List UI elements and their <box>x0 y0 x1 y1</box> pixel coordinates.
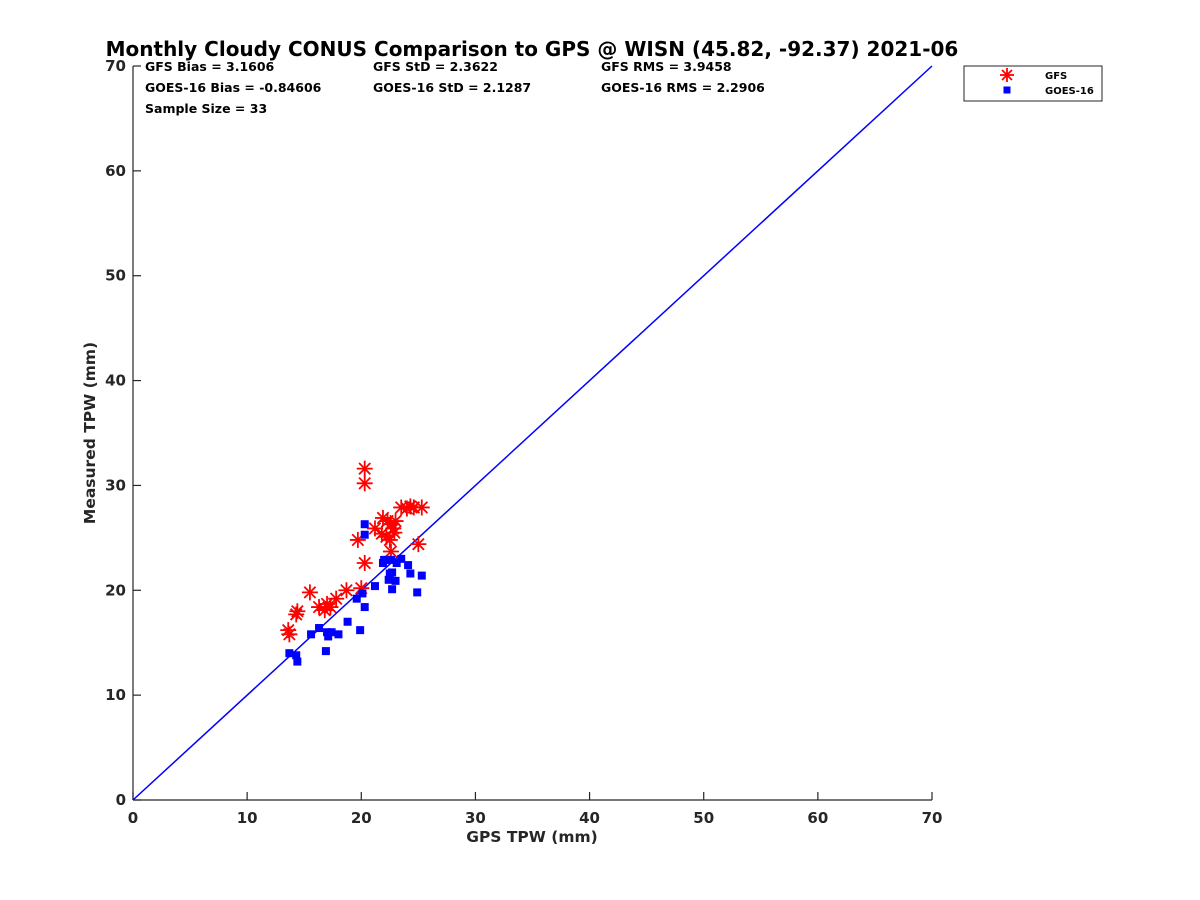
gfs-point <box>322 599 339 616</box>
gfs-std-text: GFS StD = 2.3622 <box>373 59 498 74</box>
legend-box <box>963 65 1103 102</box>
y-tick-label: 0 <box>116 791 126 809</box>
goes16-point <box>406 569 415 578</box>
x-tick-label: 10 <box>237 809 258 827</box>
goes16-point <box>370 582 379 591</box>
gfs-point <box>281 626 298 643</box>
y-axis-label: Measured TPW (mm) <box>81 342 99 524</box>
x-tick-label: 50 <box>693 809 714 827</box>
goes16-point <box>360 520 369 529</box>
gfs-point <box>410 536 427 553</box>
x-axis-label: GPS TPW (mm) <box>466 828 598 846</box>
gfs-point <box>356 475 373 492</box>
goes16-point <box>352 594 361 603</box>
x-tick-label: 0 <box>128 809 138 827</box>
goes16-point <box>356 626 365 635</box>
goes16-point <box>323 628 332 637</box>
goes-rms-text: GOES-16 RMS = 2.2906 <box>601 80 765 95</box>
legend-goes-label: GOES-16 <box>1045 86 1094 97</box>
goes16-point <box>397 554 406 563</box>
goes16-point <box>292 651 301 660</box>
gfs-bias-text: GFS Bias = 3.1606 <box>145 59 275 74</box>
goes16-point <box>321 647 330 656</box>
goes-bias-text: GOES-16 Bias = -0.84606 <box>145 80 322 95</box>
legend: GFS GOES-16 <box>963 65 1103 102</box>
x-tick-label: 40 <box>579 809 600 827</box>
y-tick-label: 20 <box>105 581 126 599</box>
y-tick-label: 40 <box>105 372 126 390</box>
goes16-point <box>391 576 400 585</box>
goes16-series <box>285 520 426 666</box>
goes16-point <box>404 561 413 570</box>
y-tick-label: 60 <box>105 162 126 180</box>
one-to-one-line <box>132 65 933 801</box>
goes16-point <box>285 649 294 658</box>
goes16-point <box>293 657 302 666</box>
legend-gfs-marker <box>1000 68 1014 82</box>
x-tick-label: 20 <box>351 809 372 827</box>
legend-goes-symbol <box>1003 86 1011 94</box>
x-tick-label: 30 <box>465 809 486 827</box>
gfs-point <box>356 460 373 477</box>
goes16-point <box>360 530 369 539</box>
gfs-point <box>288 606 305 623</box>
x-tick-label: 70 <box>922 809 943 827</box>
y-axis-ticks: 0 10 20 30 40 50 60 70 <box>105 57 141 809</box>
goes16-point <box>360 603 369 612</box>
y-tick-label: 30 <box>105 476 126 494</box>
goes16-point <box>358 589 367 598</box>
gfs-point <box>356 555 373 572</box>
gfs-point <box>338 582 355 599</box>
gfs-point <box>413 499 430 516</box>
x-tick-label: 60 <box>807 809 828 827</box>
gfs-point <box>289 603 306 620</box>
reference-line-segment <box>132 65 933 801</box>
sample-size-text: Sample Size = 33 <box>145 101 267 116</box>
legend-gfs-label: GFS <box>1045 71 1067 82</box>
goes16-point <box>392 559 401 568</box>
gfs-point <box>386 524 403 541</box>
gfs-point <box>301 584 318 601</box>
y-tick-label: 70 <box>105 57 126 75</box>
goes-std-text: GOES-16 StD = 2.1287 <box>373 80 531 95</box>
goes16-point <box>343 617 352 626</box>
legend-gfs-symbol <box>1000 68 1014 82</box>
legend-goes-marker <box>1003 86 1011 94</box>
goes16-point <box>324 632 333 641</box>
goes16-point <box>327 628 336 637</box>
goes16-point <box>385 569 394 578</box>
goes16-point <box>384 575 393 584</box>
gfs-point <box>387 513 404 530</box>
chart-title: Monthly Cloudy CONUS Comparison to GPS @… <box>106 37 959 61</box>
x-axis-ticks: 0 10 20 30 40 50 60 70 <box>128 792 943 827</box>
y-tick-label: 10 <box>105 686 126 704</box>
goes16-point <box>334 630 343 639</box>
goes16-point <box>417 571 426 580</box>
goes16-point <box>307 630 316 639</box>
gfs-point <box>373 525 390 542</box>
goes16-point <box>388 585 397 594</box>
gfs-series <box>280 460 430 643</box>
gfs-point <box>382 543 399 560</box>
goes16-point <box>315 624 324 633</box>
goes16-point <box>413 588 422 597</box>
gfs-rms-text: GFS RMS = 3.9458 <box>601 59 732 74</box>
y-tick-label: 50 <box>105 267 126 285</box>
goes16-point <box>386 555 395 564</box>
gfs-point <box>328 590 345 607</box>
